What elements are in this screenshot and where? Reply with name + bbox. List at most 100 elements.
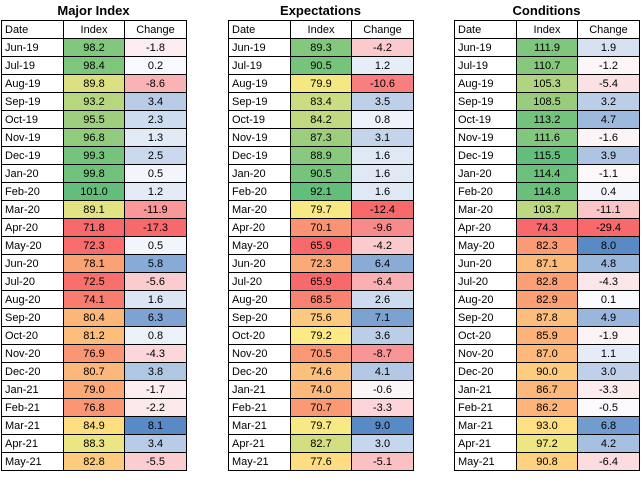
change-cell: 1.6: [351, 146, 414, 165]
change-cell: -9.6: [351, 218, 414, 237]
date-cell: Sep-19: [454, 92, 517, 111]
change-cell: 3.0: [351, 434, 414, 453]
date-cell: Dec-20: [454, 362, 517, 381]
date-cell: Mar-21: [228, 416, 291, 435]
table-row: Dec-19 115.5 3.9: [454, 146, 640, 165]
date-cell: Sep-19: [228, 92, 291, 111]
date-cell: Aug-20: [454, 290, 517, 309]
change-cell: 7.1: [351, 308, 414, 327]
table-row: Nov-19 96.8 1.3: [1, 128, 187, 147]
change-cell: 3.1: [351, 128, 414, 147]
change-cell: -8.6: [124, 74, 187, 93]
table-row: Sep-20 80.4 6.3: [1, 308, 187, 327]
change-cell: 3.0: [577, 362, 640, 381]
date-cell: Apr-21: [1, 434, 64, 453]
date-cell: May-20: [1, 236, 64, 255]
table-row: Jan-21 79.0 -1.7: [1, 380, 187, 399]
index-cell: 68.5: [290, 290, 352, 309]
table-row: Apr-21 82.7 3.0: [228, 434, 414, 453]
change-cell: 0.4: [577, 182, 640, 201]
index-cell: 88.9: [290, 146, 352, 165]
table-row: Jun-19 89.3 -4.2: [228, 38, 414, 57]
change-cell: -0.5: [577, 398, 640, 417]
table-row: Aug-20 74.1 1.6: [1, 290, 187, 309]
date-cell: Nov-19: [454, 128, 517, 147]
major-index-title: Major Index: [57, 3, 130, 18]
index-cell: 70.1: [290, 218, 352, 237]
change-cell: 0.8: [351, 110, 414, 129]
date-cell: Oct-20: [228, 326, 291, 345]
change-cell: -17.3: [124, 218, 187, 237]
index-cell: 90.5: [290, 164, 352, 183]
date-header: Date: [228, 20, 291, 39]
change-cell: -11.1: [577, 200, 640, 219]
table-row: Mar-21 93.0 6.8: [454, 416, 640, 435]
index-cell: 90.0: [516, 362, 578, 381]
index-cell: 77.6: [290, 452, 352, 471]
date-cell: Nov-19: [228, 128, 291, 147]
change-cell: -1.9: [577, 326, 640, 345]
date-cell: Oct-19: [228, 110, 291, 129]
date-cell: Nov-19: [1, 128, 64, 147]
table-row: Dec-19 99.3 2.5: [1, 146, 187, 165]
table-row: Aug-20 68.5 2.6: [228, 290, 414, 309]
table-row: Oct-20 85.9 -1.9: [454, 326, 640, 345]
date-cell: Jan-20: [228, 164, 291, 183]
date-cell: Aug-20: [228, 290, 291, 309]
change-cell: 6.8: [577, 416, 640, 435]
index-cell: 99.8: [63, 164, 125, 183]
date-cell: Apr-21: [228, 434, 291, 453]
expectations-table: Date Index Change Jun-19 89.3 -4.2 Jul-19 90…: [228, 20, 414, 471]
change-cell: 6.3: [124, 308, 187, 327]
table-row: Jul-20 65.9 -6.4: [228, 272, 414, 291]
date-cell: May-20: [228, 236, 291, 255]
date-cell: Dec-20: [1, 362, 64, 381]
index-cell: 81.2: [63, 326, 125, 345]
table-row: Feb-20 101.0 1.2: [1, 182, 187, 201]
header-row: Date Index Change: [228, 20, 414, 39]
change-cell: 2.3: [124, 110, 187, 129]
table-row: Jun-20 72.3 6.4: [228, 254, 414, 273]
change-cell: 1.2: [351, 56, 414, 75]
change-cell: -4.3: [577, 272, 640, 291]
date-cell: Mar-20: [1, 200, 64, 219]
change-cell: 0.1: [577, 290, 640, 309]
date-cell: Feb-20: [454, 182, 517, 201]
table-row: Mar-20 89.1 -11.9: [1, 200, 187, 219]
index-cell: 115.5: [516, 146, 578, 165]
index-cell: 80.4: [63, 308, 125, 327]
conditions-panel: Conditions Date Index Change Jun-19 111.9…: [454, 2, 640, 471]
date-cell: Jan-21: [454, 380, 517, 399]
date-cell: Feb-21: [1, 398, 64, 417]
change-cell: 1.9: [577, 38, 640, 57]
index-cell: 87.8: [516, 308, 578, 327]
date-cell: Nov-20: [1, 344, 64, 363]
change-cell: 8.0: [577, 236, 640, 255]
date-cell: Jul-20: [228, 272, 291, 291]
date-cell: Jan-21: [1, 380, 64, 399]
date-cell: Aug-20: [1, 290, 64, 309]
date-cell: Oct-20: [1, 326, 64, 345]
index-cell: 75.6: [290, 308, 352, 327]
index-cell: 82.7: [290, 434, 352, 453]
change-cell: -5.4: [577, 74, 640, 93]
index-cell: 97.2: [516, 434, 578, 453]
index-cell: 98.2: [63, 38, 125, 57]
date-cell: Jun-19: [1, 38, 64, 57]
index-cell: 71.8: [63, 218, 125, 237]
date-cell: Dec-19: [454, 146, 517, 165]
index-cell: 92.1: [290, 182, 352, 201]
table-row: Apr-21 88.3 3.4: [1, 434, 187, 453]
index-cell: 114.8: [516, 182, 578, 201]
date-cell: May-21: [228, 452, 291, 471]
change-header: Change: [577, 20, 640, 39]
change-cell: 1.6: [124, 290, 187, 309]
date-cell: Apr-21: [454, 434, 517, 453]
date-cell: Sep-20: [1, 308, 64, 327]
change-cell: -4.3: [124, 344, 187, 363]
index-cell: 79.7: [290, 200, 352, 219]
date-cell: Jul-20: [1, 272, 64, 291]
index-cell: 82.8: [516, 272, 578, 291]
table-row: Jan-21 86.7 -3.3: [454, 380, 640, 399]
change-cell: 9.0: [351, 416, 414, 435]
